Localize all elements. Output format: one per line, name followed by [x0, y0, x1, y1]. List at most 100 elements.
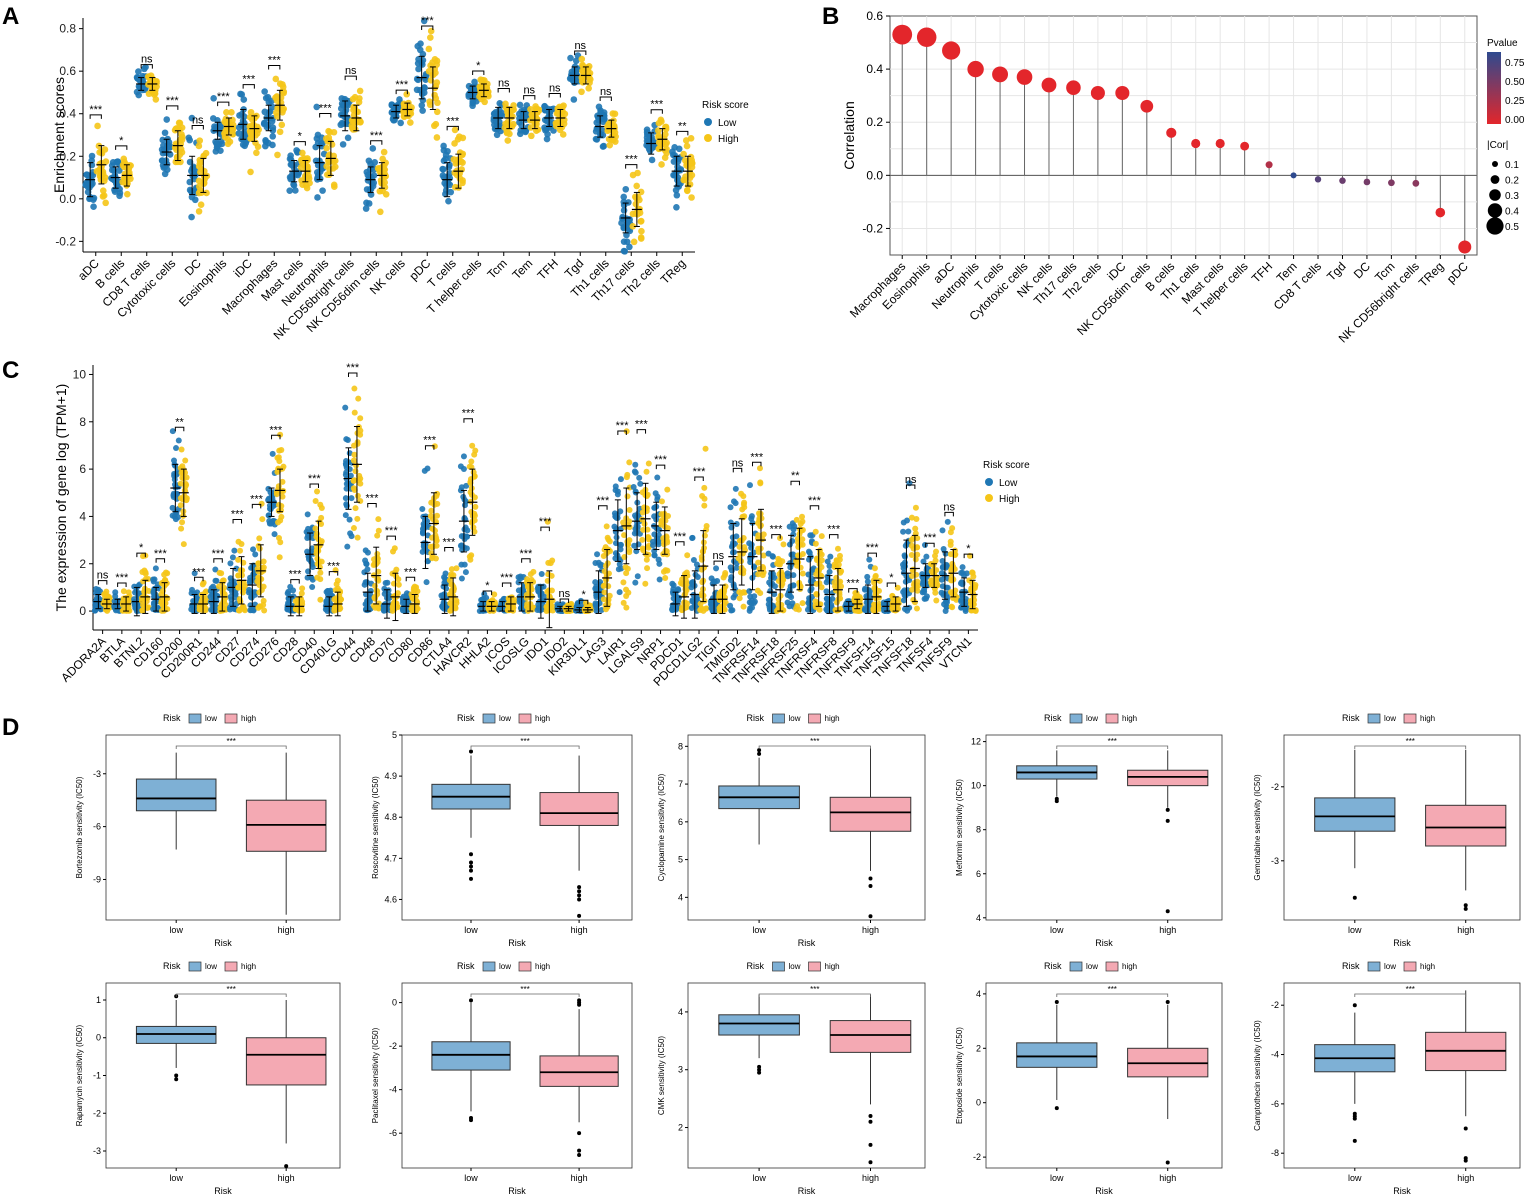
data-point — [433, 134, 441, 141]
data-point — [195, 189, 203, 197]
x-tick-label: Eosinophils — [176, 256, 229, 309]
data-point — [313, 533, 320, 540]
data-point — [304, 511, 311, 518]
data-point — [673, 191, 681, 199]
data-point — [592, 560, 599, 567]
data-point — [492, 109, 499, 116]
significance-bracket — [395, 89, 408, 95]
data-point — [351, 125, 359, 133]
data-point — [125, 589, 132, 596]
data-point — [363, 560, 370, 567]
data-point — [619, 213, 626, 221]
data-point — [431, 443, 438, 450]
data-point — [346, 466, 353, 473]
significance-label: *** — [327, 561, 341, 573]
lollipop-point — [1191, 138, 1201, 149]
significance-bracket — [405, 576, 416, 582]
data-point — [446, 591, 453, 598]
data-point — [280, 463, 287, 470]
data-point — [923, 553, 930, 560]
significance-label: ns — [141, 54, 153, 66]
data-point — [582, 607, 589, 614]
significance-label: *** — [166, 95, 180, 107]
data-point — [308, 558, 315, 565]
data-point — [279, 81, 286, 88]
data-point — [357, 427, 364, 434]
data-point — [262, 136, 269, 144]
significance-bracket — [497, 87, 510, 93]
size-legend-marker — [1490, 175, 1500, 184]
data-point — [942, 608, 949, 615]
data-point — [658, 498, 665, 505]
plot-frame — [889, 15, 1478, 256]
significance-label: *** — [635, 419, 649, 431]
data-point — [643, 134, 651, 141]
pvalue-tick-label: 0.00 — [1505, 115, 1525, 126]
significance-label: ** — [175, 416, 184, 428]
lollipop-point — [1290, 172, 1297, 179]
data-point — [626, 537, 633, 544]
significance-bracket — [232, 519, 243, 524]
data-point — [908, 514, 915, 521]
significance-bracket — [446, 125, 459, 131]
data-point — [442, 151, 450, 159]
data-point — [545, 571, 552, 578]
data-point — [825, 576, 832, 583]
x-tick-label: TFH — [534, 256, 560, 282]
data-point — [322, 135, 330, 142]
data-point — [756, 465, 763, 472]
significance-bracket — [599, 96, 612, 101]
data-point — [469, 442, 476, 449]
y-tick-label: 6 — [79, 462, 86, 476]
significance-label: *** — [596, 495, 610, 507]
data-point — [578, 88, 585, 96]
data-point — [736, 595, 743, 602]
data-point — [173, 491, 180, 498]
data-point — [769, 553, 776, 560]
y-tick-label: 2 — [79, 557, 86, 571]
data-point — [816, 580, 823, 587]
data-point — [720, 606, 727, 613]
data-point — [357, 415, 364, 422]
data-point — [654, 474, 661, 481]
data-point — [623, 474, 630, 481]
data-point — [272, 75, 280, 83]
data-point — [430, 498, 437, 505]
data-point — [302, 182, 310, 189]
data-point — [309, 584, 316, 591]
data-point — [617, 546, 624, 553]
data-point — [626, 518, 633, 525]
data-point — [643, 128, 651, 136]
data-point — [391, 569, 398, 576]
data-point — [342, 404, 349, 411]
data-point — [623, 586, 630, 593]
data-point — [612, 483, 619, 490]
data-point — [269, 141, 276, 149]
data-point — [447, 607, 454, 614]
data-point — [900, 528, 907, 535]
data-point — [463, 498, 470, 505]
data-point — [908, 542, 915, 549]
data-point — [252, 551, 259, 558]
significance-label: *** — [770, 524, 784, 536]
data-point — [331, 607, 338, 614]
data-point — [460, 493, 467, 500]
data-point — [312, 498, 319, 505]
data-point — [425, 45, 433, 53]
legend-marker — [704, 118, 712, 126]
significance-label: ns — [712, 550, 724, 562]
lollipop-point — [992, 66, 1009, 83]
data-point — [606, 548, 613, 555]
data-point — [623, 238, 631, 246]
data-point — [910, 566, 917, 573]
data-point — [674, 163, 681, 171]
data-point — [216, 583, 223, 590]
data-point — [720, 574, 727, 581]
data-point — [207, 593, 214, 600]
data-point — [906, 604, 913, 611]
data-point — [656, 576, 663, 583]
data-point — [431, 56, 439, 63]
data-point — [549, 557, 556, 564]
significance-bracket — [136, 552, 146, 558]
data-point — [399, 595, 406, 602]
